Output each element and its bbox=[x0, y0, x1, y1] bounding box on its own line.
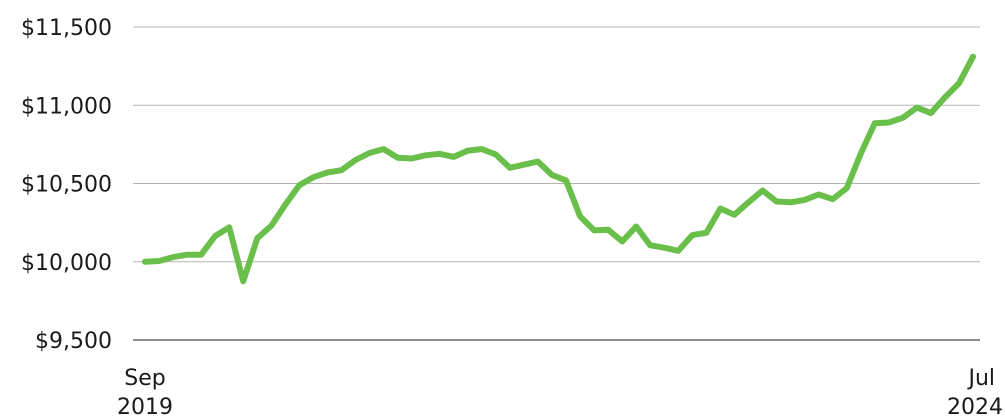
x-tick-labels: Sep 2019 Jul 2024 bbox=[117, 366, 1003, 420]
series-line bbox=[142, 53, 976, 285]
series-polyline bbox=[142, 53, 976, 285]
y-tick-label: $10,000 bbox=[21, 251, 112, 276]
gridlines bbox=[133, 26, 980, 341]
x-tick-label: Jul 2024 bbox=[947, 366, 1003, 420]
y-tick-labels: $9,500 $10,000 $10,500 $11,000 $11,500 bbox=[21, 16, 112, 354]
x-tick-label: Sep 2019 bbox=[117, 366, 173, 420]
y-tick-label: $11,500 bbox=[21, 16, 112, 41]
y-tick-label: $10,500 bbox=[21, 173, 112, 198]
y-tick-label: $9,500 bbox=[35, 329, 112, 354]
y-tick-label: $11,000 bbox=[21, 94, 112, 119]
